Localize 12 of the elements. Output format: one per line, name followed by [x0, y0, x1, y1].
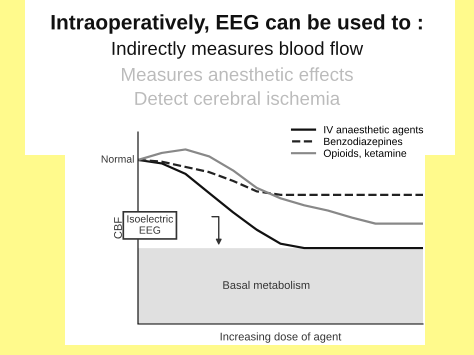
chart-subtitle: Indirectly measures blood flow	[112, 41, 364, 59]
x-axis-title: Increasing dose of agent	[220, 332, 342, 343]
text: Normal	[102, 155, 134, 163]
y-axis-title: CBF	[114, 217, 122, 239]
text: Detect cerebral ischemia	[135, 91, 340, 106]
chart-title: Intraoperatively, EEG can be used to :	[52, 14, 422, 34]
text: Measures anesthetic effects	[122, 67, 353, 82]
band-label: Basal metabolism	[223, 280, 310, 290]
legend-label: Opioids, ketamine	[324, 149, 406, 159]
legend-label: Benzodiazepines	[324, 137, 402, 148]
annotation: Isoelectric EEG	[127, 214, 174, 234]
legend-label: IV anaesthetic agents	[324, 126, 424, 136]
